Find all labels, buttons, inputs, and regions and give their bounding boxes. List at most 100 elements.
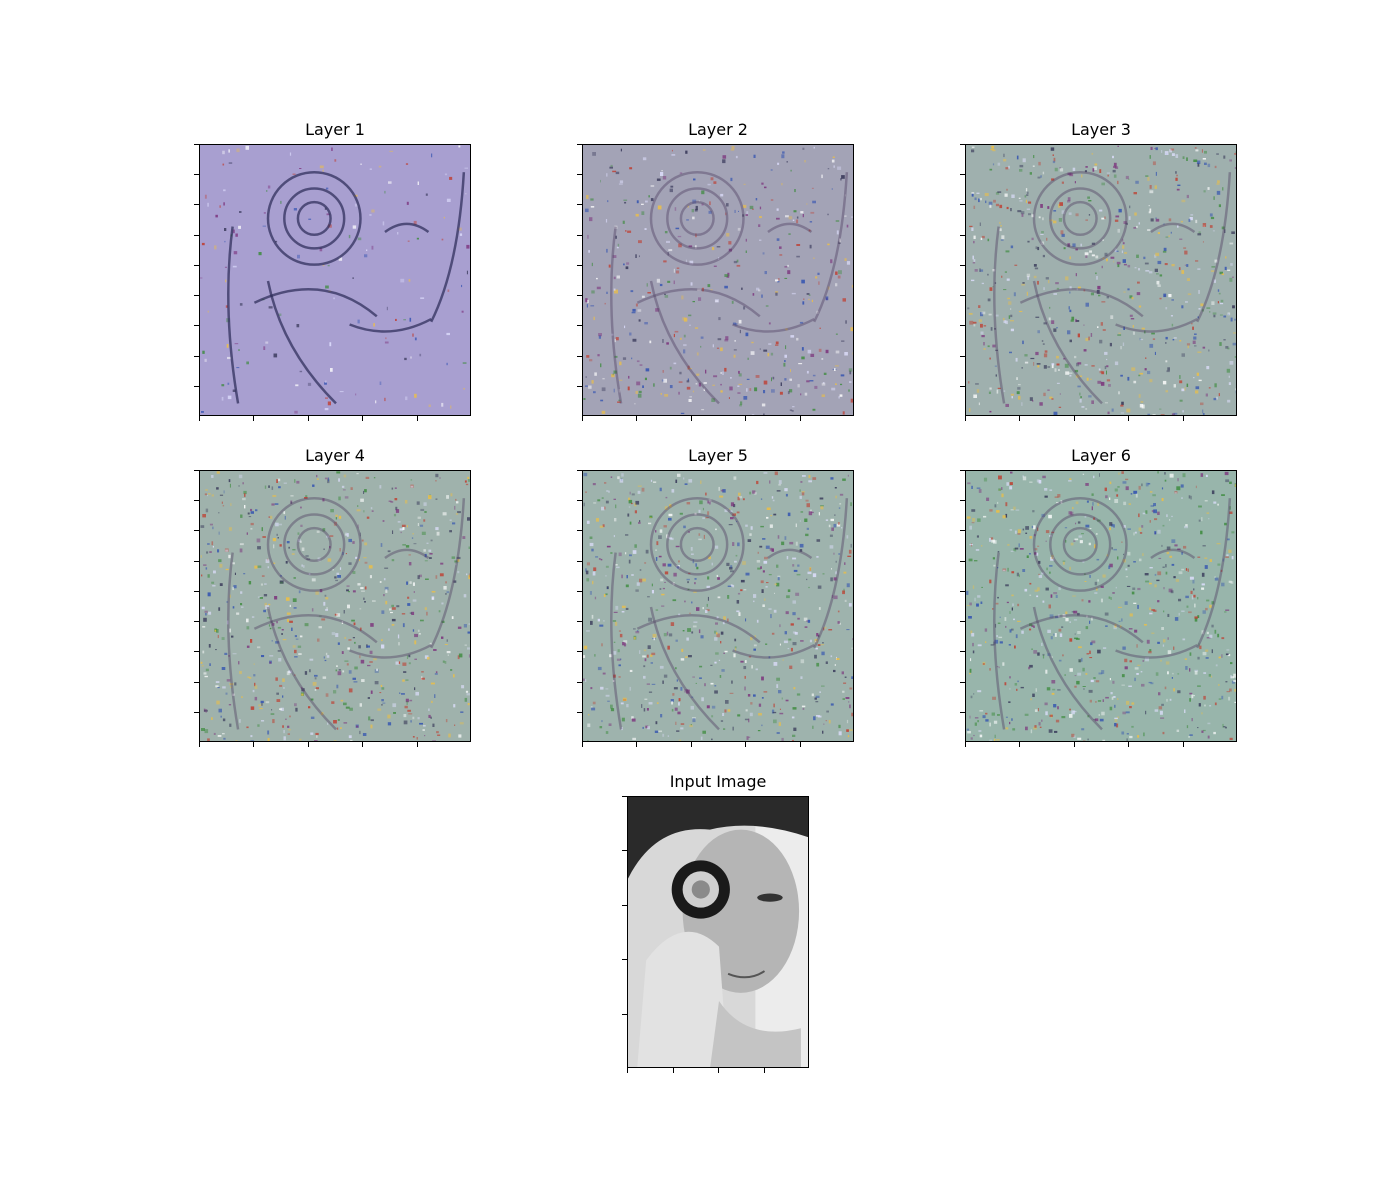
y-tick (577, 500, 582, 501)
x-tick (582, 742, 583, 747)
y-tick (577, 651, 582, 652)
y-tick (577, 682, 582, 683)
x-tick (582, 416, 583, 421)
y-tick (622, 1014, 627, 1015)
y-tick (194, 265, 199, 266)
y-tick (960, 470, 965, 471)
panel-title: Layer 2 (688, 120, 748, 139)
feature-map-image (965, 470, 1237, 742)
x-tick (417, 742, 418, 747)
y-tick (960, 356, 965, 357)
x-tick (673, 1068, 674, 1073)
x-tick (800, 416, 801, 421)
x-tick (1019, 416, 1020, 421)
y-tick (577, 204, 582, 205)
y-tick (960, 204, 965, 205)
y-tick (577, 356, 582, 357)
y-tick (622, 905, 627, 906)
panel-layer-4: Layer 4 (194, 446, 471, 747)
panel-input-image: Input Image (622, 772, 809, 1073)
y-tick (960, 621, 965, 622)
y-tick (577, 712, 582, 713)
y-tick (194, 386, 199, 387)
y-tick (960, 712, 965, 713)
x-tick (253, 742, 254, 747)
y-tick (577, 470, 582, 471)
panel-layer-1: Layer 1 (194, 120, 471, 421)
y-tick (577, 561, 582, 562)
panel-title: Layer 1 (305, 120, 365, 139)
y-tick (194, 235, 199, 236)
feature-map-image (199, 144, 471, 416)
x-tick (1128, 416, 1129, 421)
y-tick (194, 356, 199, 357)
x-tick (764, 1068, 765, 1073)
y-tick (194, 144, 199, 145)
panel-title: Input Image (669, 772, 767, 791)
y-tick (194, 561, 199, 562)
y-tick (622, 959, 627, 960)
feature-map-image (582, 470, 854, 742)
x-tick (362, 742, 363, 747)
x-tick (627, 1068, 628, 1073)
x-tick (718, 1068, 719, 1073)
y-tick (577, 144, 582, 145)
input-photo (627, 796, 809, 1068)
panel-layer-2: Layer 2 (577, 120, 854, 421)
y-tick (960, 174, 965, 175)
x-tick (691, 742, 692, 747)
x-tick (636, 416, 637, 421)
y-tick (194, 591, 199, 592)
y-tick (960, 265, 965, 266)
x-tick (1074, 742, 1075, 747)
x-tick (800, 742, 801, 747)
y-tick (960, 682, 965, 683)
y-tick (577, 621, 582, 622)
y-tick (960, 144, 965, 145)
y-tick (960, 651, 965, 652)
x-tick (745, 416, 746, 421)
feature-map-image (965, 144, 1237, 416)
y-tick (577, 295, 582, 296)
x-tick (1074, 416, 1075, 421)
y-tick (577, 530, 582, 531)
y-tick (622, 796, 627, 797)
y-tick (194, 651, 199, 652)
panel-title: Layer 3 (1071, 120, 1131, 139)
y-tick (622, 850, 627, 851)
y-tick (960, 591, 965, 592)
y-tick (194, 530, 199, 531)
y-tick (194, 204, 199, 205)
y-tick (194, 621, 199, 622)
x-tick (308, 416, 309, 421)
panel-layer-3: Layer 3 (960, 120, 1237, 421)
x-tick (745, 742, 746, 747)
panel-layer-6: Layer 6 (960, 446, 1237, 747)
feature-map-image (582, 144, 854, 416)
y-tick (577, 174, 582, 175)
y-tick (194, 325, 199, 326)
panel-title: Layer 6 (1071, 446, 1131, 465)
y-tick (194, 500, 199, 501)
y-tick (577, 265, 582, 266)
y-tick (577, 386, 582, 387)
x-tick (417, 416, 418, 421)
x-tick (1183, 416, 1184, 421)
y-tick (960, 325, 965, 326)
y-tick (194, 682, 199, 683)
x-tick (1128, 742, 1129, 747)
panel-title: Layer 5 (688, 446, 748, 465)
panel-layer-5: Layer 5 (577, 446, 854, 747)
x-tick (308, 742, 309, 747)
y-tick (960, 530, 965, 531)
y-tick (577, 591, 582, 592)
feature-map-image (199, 470, 471, 742)
x-tick (253, 416, 254, 421)
x-tick (965, 416, 966, 421)
x-tick (691, 416, 692, 421)
x-tick (199, 742, 200, 747)
panel-title: Layer 4 (305, 446, 365, 465)
y-tick (960, 561, 965, 562)
y-tick (960, 295, 965, 296)
x-tick (362, 416, 363, 421)
